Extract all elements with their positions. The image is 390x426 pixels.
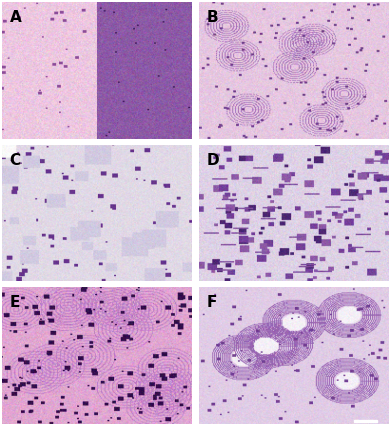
Text: B: B — [206, 10, 218, 25]
Bar — [354, 420, 377, 422]
Text: F: F — [206, 295, 217, 310]
Text: E: E — [9, 295, 20, 310]
Text: A: A — [9, 10, 21, 25]
Text: D: D — [206, 153, 219, 168]
Text: C: C — [9, 153, 21, 168]
